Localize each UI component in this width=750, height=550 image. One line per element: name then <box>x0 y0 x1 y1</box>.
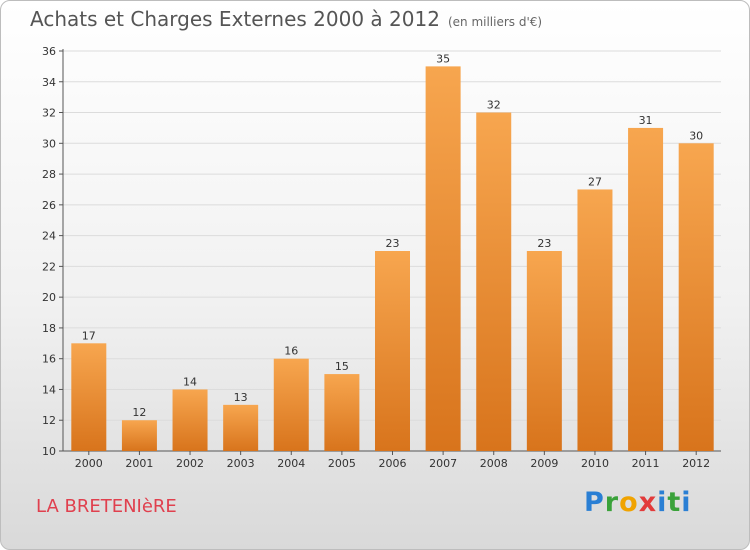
bar <box>121 420 157 451</box>
y-tick-label: 20 <box>42 291 56 304</box>
y-tick-label: 12 <box>42 414 56 427</box>
bar <box>526 251 562 451</box>
x-tick-label: 2008 <box>480 457 508 470</box>
y-tick-label: 14 <box>42 383 56 396</box>
bar-value-label: 17 <box>82 329 96 342</box>
x-tick-label: 2009 <box>530 457 558 470</box>
bar <box>577 189 613 451</box>
chart-title: Achats et Charges Externes 2000 à 2012 (e… <box>30 7 542 31</box>
y-tick-label: 34 <box>42 76 56 89</box>
y-tick-label: 22 <box>42 260 56 273</box>
y-tick-label: 16 <box>42 353 56 366</box>
bar-value-label: 32 <box>487 99 501 112</box>
x-tick-label: 2003 <box>227 457 255 470</box>
y-tick-label: 18 <box>42 322 56 335</box>
x-tick-label: 2010 <box>581 457 609 470</box>
y-tick-label: 32 <box>42 107 56 120</box>
x-tick-label: 2004 <box>277 457 305 470</box>
y-tick-label: 26 <box>42 199 56 212</box>
bar-value-label: 23 <box>386 237 400 250</box>
bar <box>628 127 664 451</box>
bar-value-label: 12 <box>132 406 146 419</box>
bar-value-label: 23 <box>537 237 551 250</box>
x-tick-label: 2011 <box>632 457 660 470</box>
x-tick-label: 2001 <box>125 457 153 470</box>
bar-value-label: 15 <box>335 360 349 373</box>
y-tick-label: 28 <box>42 168 56 181</box>
bar <box>375 251 410 451</box>
x-tick-label: 2000 <box>75 457 103 470</box>
x-tick-label: 2007 <box>429 457 457 470</box>
bar <box>223 404 259 451</box>
bar-value-label: 27 <box>588 175 602 188</box>
bar <box>273 358 309 451</box>
title-unit: (en milliers d'€) <box>447 15 543 29</box>
y-tick-label: 36 <box>42 45 56 58</box>
bar-value-label: 30 <box>689 129 703 142</box>
bar <box>71 343 107 451</box>
bar <box>678 143 714 452</box>
y-tick-label: 24 <box>42 230 56 243</box>
x-tick-label: 2005 <box>328 457 356 470</box>
x-tick-label: 2006 <box>379 457 407 470</box>
title-text: Achats et Charges Externes 2000 à 2012 <box>30 7 440 31</box>
y-tick-label: 30 <box>42 137 56 150</box>
bar <box>172 389 208 451</box>
x-tick-label: 2012 <box>682 457 710 470</box>
bar-value-label: 16 <box>284 345 298 358</box>
location-name: LA BRETENIèRE <box>36 496 177 517</box>
x-tick-label: 2002 <box>176 457 204 470</box>
bar <box>324 374 360 451</box>
bar-value-label: 13 <box>234 391 248 404</box>
bar-value-label: 35 <box>436 52 450 65</box>
bar <box>476 112 512 452</box>
bar-value-label: 31 <box>639 114 653 127</box>
y-tick-label: 10 <box>42 445 56 458</box>
bar-value-label: 14 <box>183 375 197 388</box>
bar <box>425 66 461 451</box>
proxiti-logo: Proxiti <box>584 487 692 518</box>
